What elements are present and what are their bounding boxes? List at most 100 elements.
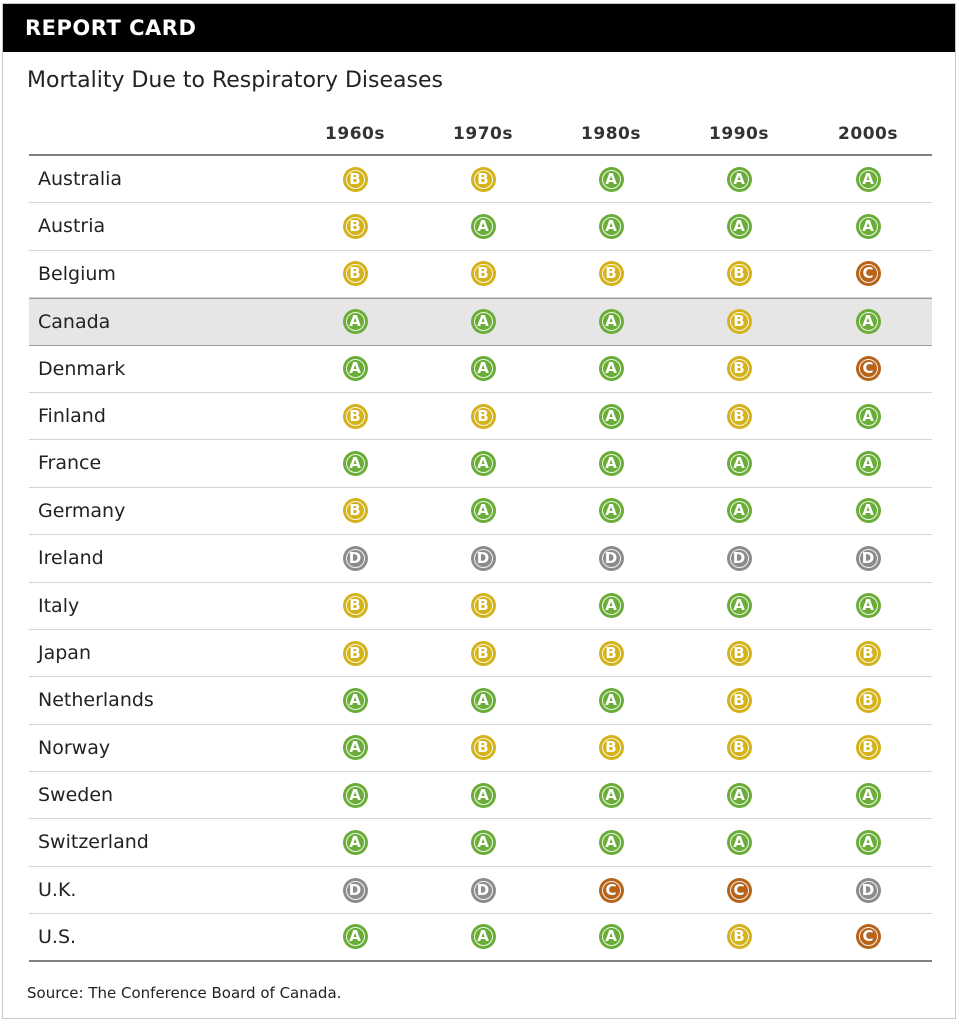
table-body: Australia B B A A A Austria B A A A A Belgium B B B B C Ca… bbox=[29, 156, 932, 962]
column-header-2000s: 2000s bbox=[838, 124, 898, 144]
country-label: Sweden bbox=[38, 784, 114, 807]
grade-badge: B bbox=[726, 687, 752, 713]
grade-badge: B bbox=[726, 356, 752, 382]
grade-badge: C bbox=[855, 261, 881, 287]
grade-badge: B bbox=[598, 261, 624, 287]
report-card-header: REPORT CARD bbox=[3, 4, 955, 52]
grade-badge: A bbox=[855, 309, 881, 335]
table-row: France A A A A A bbox=[29, 440, 932, 488]
grade-badge: A bbox=[342, 735, 368, 761]
grade-badge: B bbox=[855, 687, 881, 713]
grade-badge: A bbox=[598, 309, 624, 335]
column-header-1990s: 1990s bbox=[709, 124, 769, 144]
table-row: Netherlands A A A B B bbox=[29, 677, 932, 725]
country-label: Germany bbox=[38, 499, 126, 522]
country-label: U.K. bbox=[38, 878, 77, 901]
grade-badge: A bbox=[855, 498, 881, 524]
grade-badge: A bbox=[726, 782, 752, 808]
table-row: Sweden A A A A A bbox=[29, 772, 932, 820]
grade-badge: B bbox=[342, 640, 368, 666]
grade-badge: D bbox=[726, 545, 752, 571]
grade-badge: A bbox=[470, 830, 496, 856]
table-row: Ireland D D D D D bbox=[29, 535, 932, 583]
table-row: Denmark A A A B C bbox=[29, 346, 932, 393]
grade-badge: B bbox=[598, 735, 624, 761]
country-label: Japan bbox=[38, 641, 91, 664]
grade-badge: C bbox=[598, 877, 624, 903]
grade-badge: C bbox=[855, 356, 881, 382]
grade-badge: A bbox=[726, 166, 752, 192]
grade-badge: A bbox=[855, 830, 881, 856]
table-row: Norway A B B B B bbox=[29, 725, 932, 773]
grade-badge: D bbox=[855, 877, 881, 903]
table-row: Austria B A A A A bbox=[29, 203, 932, 251]
grade-table: 1960s 1970s 1980s 1990s 2000s Australia B B A A A… bbox=[29, 118, 932, 962]
grade-badge: B bbox=[342, 403, 368, 429]
grade-badge: A bbox=[470, 451, 496, 477]
chart-title: Mortality Due to Respiratory Diseases bbox=[27, 68, 443, 93]
grade-badge: A bbox=[470, 498, 496, 524]
grade-badge: D bbox=[855, 545, 881, 571]
grade-badge: B bbox=[470, 166, 496, 192]
grade-badge: A bbox=[470, 356, 496, 382]
grade-badge: B bbox=[726, 261, 752, 287]
grade-badge: C bbox=[726, 877, 752, 903]
table-row: Switzerland A A A A A bbox=[29, 819, 932, 867]
table-row: Canada A A A B A bbox=[29, 298, 932, 346]
table-row: Australia B B A A A bbox=[29, 156, 932, 204]
country-label: Ireland bbox=[38, 547, 104, 570]
grade-badge: A bbox=[342, 356, 368, 382]
grade-badge: B bbox=[855, 735, 881, 761]
country-label: Switzerland bbox=[38, 831, 149, 854]
country-label: Norway bbox=[38, 736, 111, 759]
column-header-1970s: 1970s bbox=[453, 124, 513, 144]
grade-badge: D bbox=[342, 545, 368, 571]
grade-badge: B bbox=[342, 214, 368, 240]
grade-badge: B bbox=[726, 924, 752, 950]
grade-badge: A bbox=[726, 498, 752, 524]
grade-badge: A bbox=[470, 214, 496, 240]
country-label: Finland bbox=[38, 404, 106, 427]
report-card: REPORT CARD Mortality Due to Respiratory… bbox=[2, 3, 956, 1019]
grade-badge: A bbox=[342, 782, 368, 808]
table-row: Belgium B B B B C bbox=[29, 251, 932, 299]
grade-badge: A bbox=[726, 593, 752, 619]
table-row: U.S. A A A B C bbox=[29, 914, 932, 962]
country-label: Netherlands bbox=[38, 689, 154, 712]
grade-badge: B bbox=[342, 261, 368, 287]
country-label: U.S. bbox=[38, 926, 77, 949]
grade-badge: D bbox=[470, 545, 496, 571]
grade-badge: A bbox=[855, 593, 881, 619]
grade-badge: B bbox=[726, 309, 752, 335]
grade-badge: A bbox=[598, 830, 624, 856]
grade-badge: A bbox=[598, 782, 624, 808]
grade-badge: B bbox=[470, 403, 496, 429]
table-header-row: 1960s 1970s 1980s 1990s 2000s bbox=[29, 118, 932, 156]
grade-badge: A bbox=[342, 830, 368, 856]
grade-badge: A bbox=[598, 687, 624, 713]
grade-badge: A bbox=[855, 403, 881, 429]
table-row: Japan B B B B B bbox=[29, 630, 932, 678]
grade-badge: A bbox=[726, 214, 752, 240]
grade-badge: A bbox=[598, 214, 624, 240]
table-row: Italy B B A A A bbox=[29, 583, 932, 630]
grade-badge: B bbox=[598, 640, 624, 666]
grade-badge: D bbox=[598, 545, 624, 571]
country-label: Canada bbox=[38, 311, 111, 334]
grade-badge: A bbox=[470, 924, 496, 950]
grade-badge: D bbox=[470, 877, 496, 903]
grade-badge: A bbox=[342, 451, 368, 477]
grade-badge: A bbox=[598, 166, 624, 192]
grade-badge: A bbox=[598, 451, 624, 477]
grade-badge: B bbox=[855, 640, 881, 666]
column-header-1960s: 1960s bbox=[325, 124, 385, 144]
grade-badge: A bbox=[342, 687, 368, 713]
grade-badge: A bbox=[855, 782, 881, 808]
grade-badge: B bbox=[470, 640, 496, 666]
grade-badge: A bbox=[342, 309, 368, 335]
grade-badge: A bbox=[598, 924, 624, 950]
table-row: Germany B A A A A bbox=[29, 488, 932, 536]
grade-badge: B bbox=[470, 593, 496, 619]
table-row: U.K. D D C C D bbox=[29, 867, 932, 915]
grade-badge: A bbox=[855, 166, 881, 192]
